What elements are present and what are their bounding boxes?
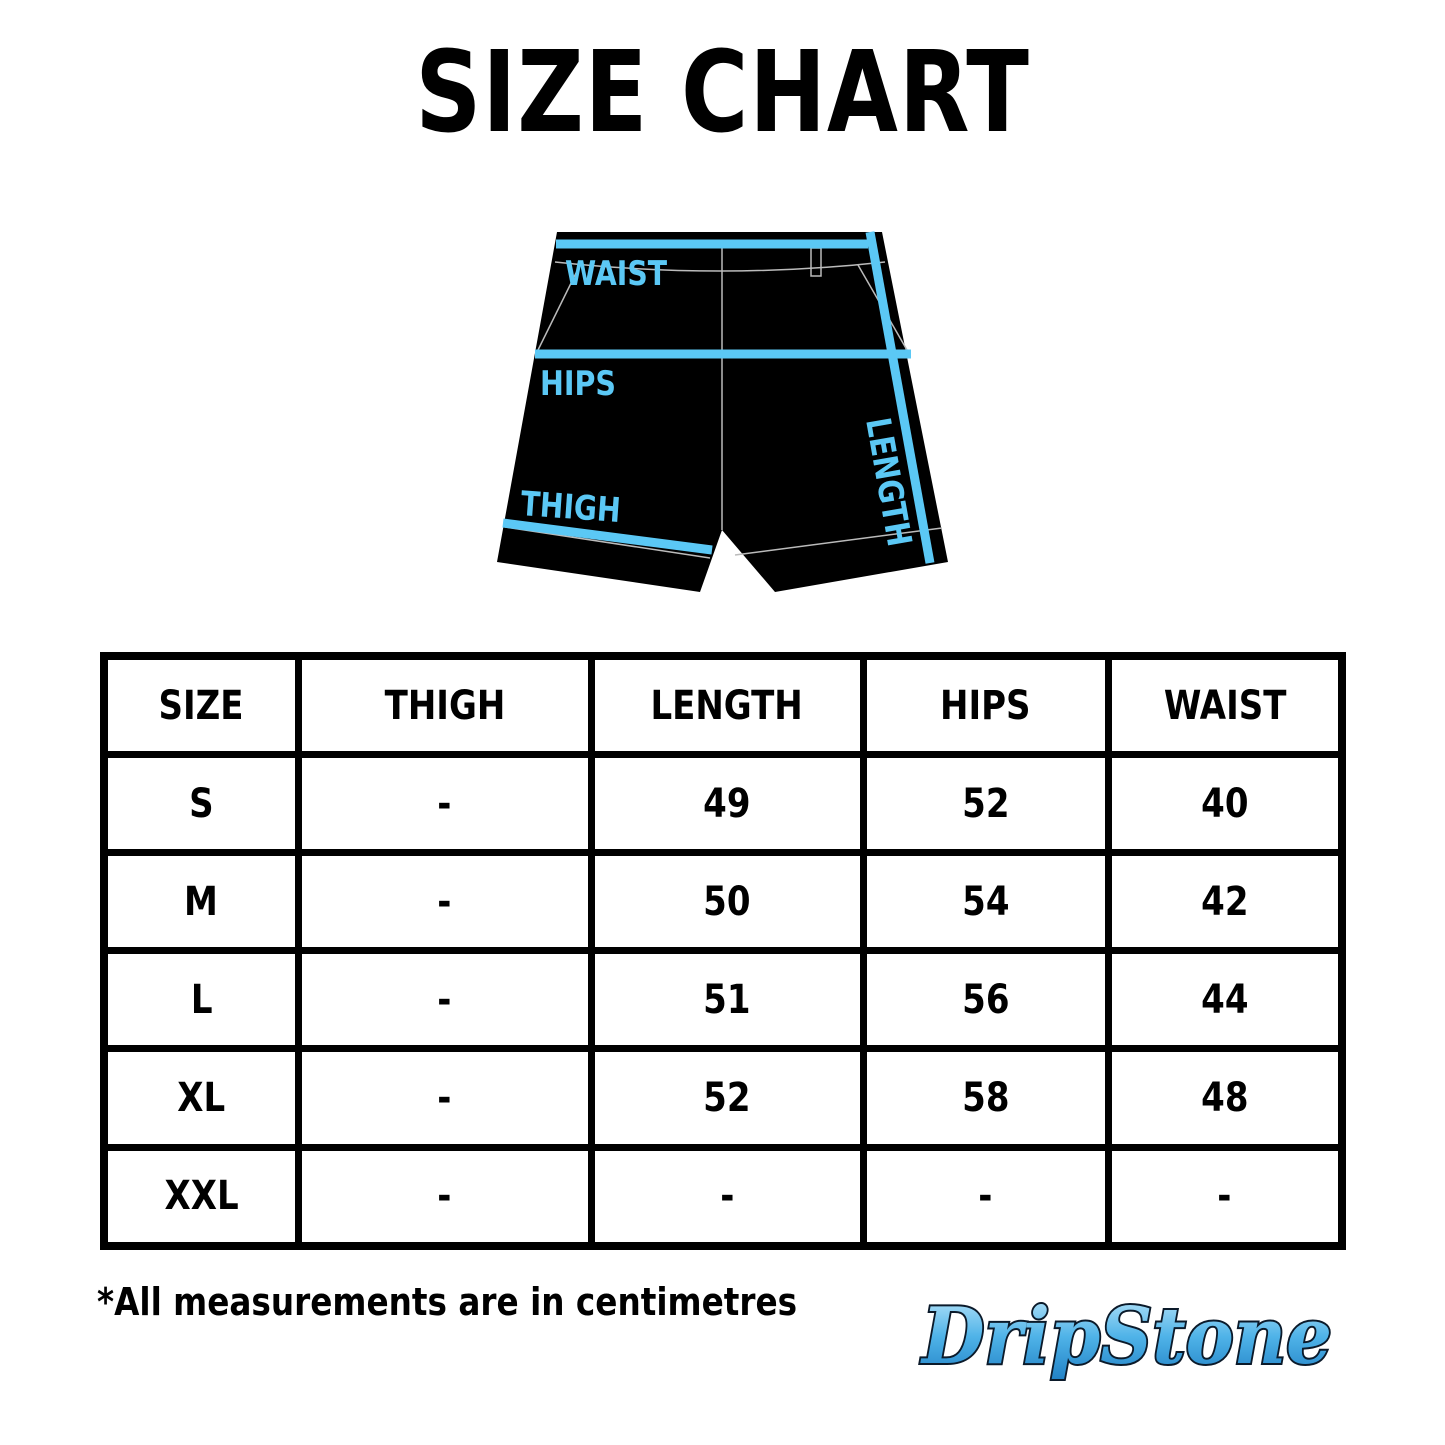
table-row: S - 49 52 40	[100, 751, 1346, 857]
measurement-note: *All measurements are in centimetres	[97, 1280, 798, 1324]
table-cell: 58	[859, 1045, 1112, 1151]
hem-right	[734, 527, 943, 556]
table-cell: -	[294, 1045, 595, 1151]
table-cell: -	[294, 947, 595, 1053]
table-cell: -	[294, 1143, 595, 1250]
waist-label: WAIST	[565, 254, 668, 294]
table-cell: -	[587, 1143, 867, 1250]
table-row: XL - 52 58 48	[100, 1045, 1346, 1151]
thigh-measure-line	[502, 518, 713, 555]
table-cell: 52	[859, 751, 1112, 857]
table-cell: 42	[1104, 849, 1346, 955]
svg-text:DripStone: DripStone	[920, 1291, 1332, 1382]
table-cell: 50	[587, 849, 867, 955]
header-cell: WAIST	[1104, 652, 1346, 759]
table-cell: 52	[587, 1045, 867, 1151]
table-cell: M	[100, 849, 302, 955]
dripstone-logo: DripStone	[918, 1289, 1334, 1384]
table-cell: 56	[859, 947, 1112, 1053]
table-cell: 40	[1104, 751, 1346, 857]
size-table: SIZE THIGH LENGTH HIPS WAIST S - 49 52 4…	[100, 652, 1346, 1250]
table-cell: -	[294, 849, 595, 955]
table-cell: -	[294, 751, 595, 857]
header-cell: THIGH	[294, 652, 595, 759]
table-cell: -	[859, 1143, 1112, 1250]
waistband-seam	[554, 261, 886, 272]
table-cell: XXL	[100, 1143, 302, 1250]
header-cell: SIZE	[100, 652, 302, 759]
length-measure-line	[865, 231, 935, 564]
shorts-diagram: WAIST HIPS THIGH LENGTH	[497, 231, 948, 592]
table-cell: 44	[1104, 947, 1346, 1053]
table-cell: S	[100, 751, 302, 857]
table-header-row: SIZE THIGH LENGTH HIPS WAIST	[100, 652, 1346, 759]
hips-label: HIPS	[540, 364, 616, 404]
table-cell: 48	[1104, 1045, 1346, 1151]
table-row: M - 50 54 42	[100, 849, 1346, 955]
table-cell: 51	[587, 947, 867, 1053]
table-cell: 54	[859, 849, 1112, 955]
pocket-left	[537, 264, 581, 351]
page-title: SIZE CHART	[415, 28, 1030, 158]
header-cell: HIPS	[859, 652, 1112, 759]
table-cell: -	[1104, 1143, 1346, 1250]
table-cell: 49	[587, 751, 867, 857]
table-row: L - 51 56 44	[100, 947, 1346, 1053]
header-cell: LENGTH	[587, 652, 867, 759]
table-row: XXL - - - -	[100, 1143, 1346, 1250]
table-cell: XL	[100, 1045, 302, 1151]
thigh-label: THIGH	[519, 484, 622, 531]
table-cell: L	[100, 947, 302, 1053]
